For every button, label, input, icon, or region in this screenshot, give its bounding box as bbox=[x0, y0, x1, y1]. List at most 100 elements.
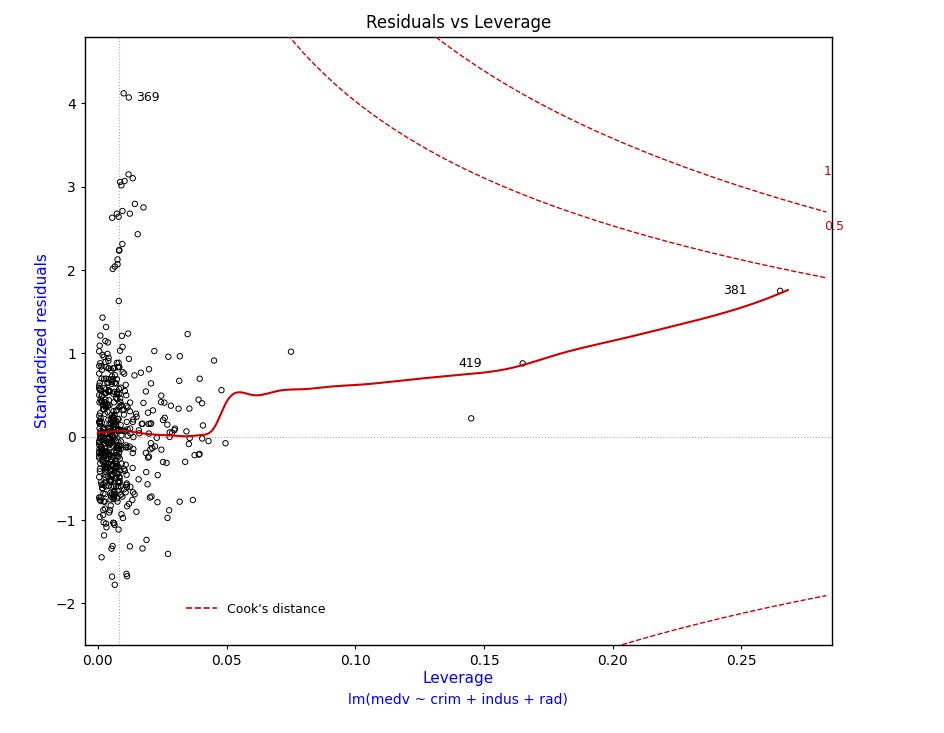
Point bbox=[131, 427, 146, 439]
Point bbox=[126, 413, 141, 425]
Point bbox=[143, 438, 159, 449]
Point bbox=[98, 457, 113, 468]
Point bbox=[105, 373, 120, 385]
Point bbox=[96, 517, 111, 528]
Point bbox=[126, 487, 141, 498]
Point bbox=[121, 498, 136, 509]
Point bbox=[101, 457, 116, 469]
Point bbox=[93, 449, 108, 460]
Point bbox=[126, 443, 141, 455]
Point bbox=[98, 465, 113, 477]
Point bbox=[112, 472, 127, 484]
Point bbox=[110, 485, 125, 497]
Point bbox=[98, 387, 113, 399]
Point bbox=[107, 488, 122, 500]
Point bbox=[113, 481, 128, 493]
Point bbox=[98, 449, 113, 461]
Point bbox=[118, 440, 133, 452]
Point bbox=[93, 428, 108, 440]
Point bbox=[97, 335, 112, 347]
Point bbox=[136, 397, 151, 409]
Point bbox=[192, 448, 207, 460]
Point bbox=[109, 377, 124, 389]
Point bbox=[92, 389, 107, 401]
Point bbox=[144, 442, 160, 454]
Point bbox=[123, 423, 138, 435]
Point bbox=[93, 511, 108, 523]
Point bbox=[97, 408, 112, 420]
Point bbox=[103, 438, 118, 449]
Point bbox=[110, 440, 125, 452]
Point bbox=[115, 341, 130, 353]
Point bbox=[93, 377, 108, 388]
Text: lm(medv ~ crim + indus + rad): lm(medv ~ crim + indus + rad) bbox=[348, 693, 567, 707]
Point bbox=[98, 435, 113, 447]
Point bbox=[97, 469, 112, 481]
Point bbox=[99, 449, 114, 461]
Point bbox=[93, 416, 108, 427]
Point bbox=[105, 212, 120, 224]
Point bbox=[106, 458, 121, 470]
Point bbox=[98, 394, 113, 405]
Point bbox=[141, 407, 156, 419]
Point bbox=[96, 434, 111, 446]
Point bbox=[110, 413, 126, 425]
Point bbox=[103, 438, 118, 449]
Point bbox=[98, 383, 113, 395]
Point bbox=[104, 474, 119, 485]
Point bbox=[109, 471, 124, 482]
Point bbox=[97, 446, 112, 457]
Point bbox=[105, 411, 120, 423]
Point bbox=[100, 449, 115, 460]
Point bbox=[93, 441, 109, 452]
Point bbox=[119, 568, 134, 580]
Point bbox=[102, 429, 117, 441]
Point bbox=[92, 340, 107, 352]
Point bbox=[136, 202, 151, 213]
Point bbox=[110, 461, 126, 473]
Point bbox=[107, 487, 122, 498]
Point bbox=[95, 399, 110, 411]
Point bbox=[141, 452, 156, 463]
Point bbox=[180, 328, 195, 340]
Point bbox=[125, 172, 140, 184]
Title: Residuals vs Leverage: Residuals vs Leverage bbox=[365, 15, 550, 32]
Point bbox=[155, 456, 170, 468]
Point bbox=[113, 443, 128, 455]
Point bbox=[105, 416, 120, 427]
Point bbox=[92, 435, 107, 447]
Point bbox=[107, 579, 122, 591]
Point bbox=[159, 457, 174, 468]
Point bbox=[112, 453, 127, 465]
Point bbox=[106, 424, 121, 436]
Point bbox=[101, 463, 116, 474]
Point bbox=[177, 456, 193, 468]
Point bbox=[141, 427, 156, 439]
Point bbox=[143, 418, 158, 430]
Point bbox=[96, 496, 111, 507]
Point bbox=[100, 386, 115, 397]
Point bbox=[94, 445, 110, 457]
Point bbox=[116, 409, 131, 421]
Point bbox=[143, 490, 159, 502]
Point bbox=[101, 414, 116, 426]
Point bbox=[97, 387, 112, 399]
Point bbox=[92, 423, 107, 435]
Point bbox=[111, 245, 126, 257]
Point bbox=[93, 413, 109, 424]
Point bbox=[110, 461, 125, 473]
Point bbox=[154, 390, 169, 402]
Point bbox=[92, 450, 107, 462]
Point bbox=[109, 435, 124, 446]
Point bbox=[92, 446, 107, 458]
Point bbox=[98, 481, 113, 493]
Point bbox=[107, 432, 122, 443]
Point bbox=[104, 471, 119, 482]
Point bbox=[107, 446, 122, 457]
Point bbox=[117, 465, 132, 476]
Point bbox=[96, 422, 111, 434]
Point bbox=[101, 377, 116, 388]
Point bbox=[194, 432, 210, 444]
Point bbox=[106, 431, 121, 443]
Point bbox=[142, 451, 157, 463]
